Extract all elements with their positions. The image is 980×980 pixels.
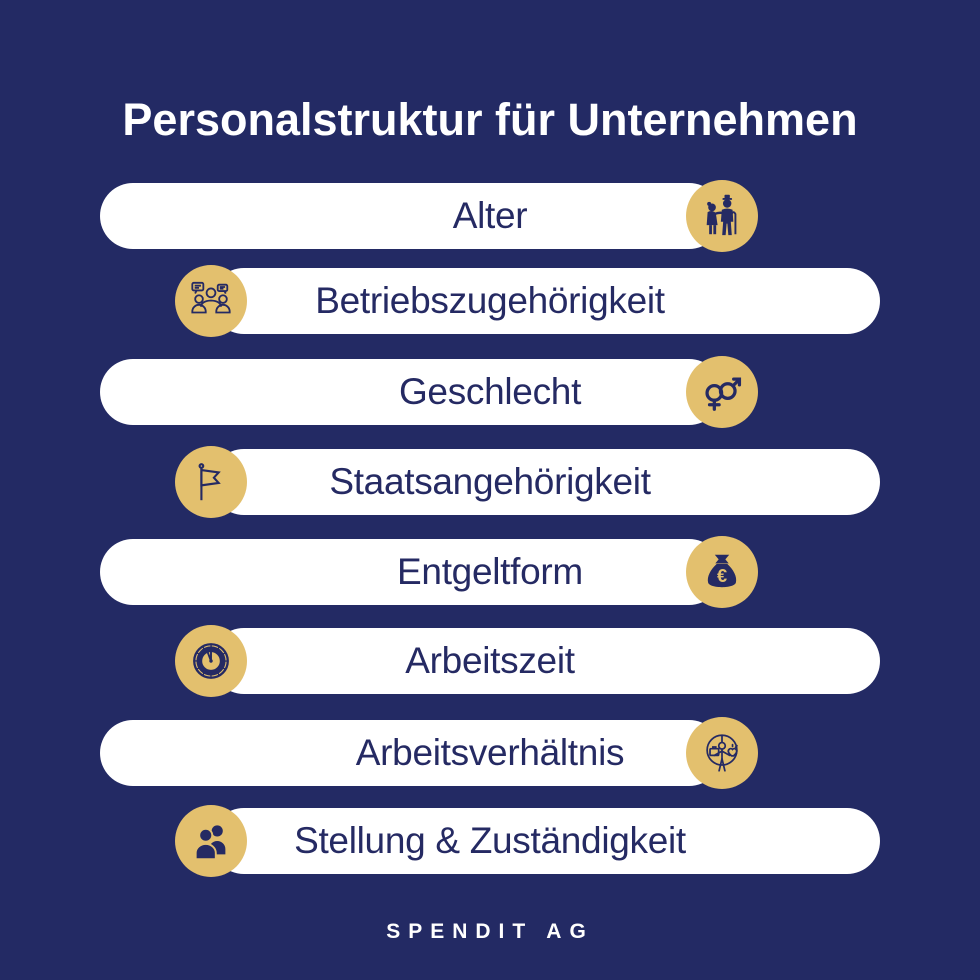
flag-icon [175,446,247,518]
clock-icon [175,625,247,697]
category-label: Geschlecht [398,371,582,412]
category-label: Staatsangehörigkeit [329,461,651,502]
two-people-icon [175,805,247,877]
category-row-stellung-zustaendigkeit: Stellung & Zuständigkeit [0,805,980,877]
category-row-arbeitsverhaeltnis: Arbeitsverhältnis [0,717,980,789]
work-life-balance-icon [686,717,758,789]
category-label: Entgeltform [397,551,583,592]
category-label: Alter [452,195,528,236]
group-discussion-icon [175,265,247,337]
page-title: Personalstruktur für Unternehmen [122,94,858,145]
category-pill [211,628,880,694]
category-pill [211,268,880,334]
elderly-couple-icon [686,180,758,252]
category-pill [100,539,722,605]
category-pill [100,183,722,249]
category-label: Betriebszugehörigkeit [315,280,665,321]
category-pill [211,449,880,515]
category-row-betriebszugehoerigkeit: Betriebszugehörigkeit [0,265,980,337]
category-row-arbeitszeit: Arbeitszeit [0,625,980,697]
category-label: Arbeitszeit [405,640,575,681]
category-label: Arbeitsverhältnis [355,732,625,773]
category-row-entgeltform: Entgeltform € [0,536,980,608]
category-row-geschlecht: Geschlecht [0,356,980,428]
category-row-staatsangehoerigkeit: Staatsangehörigkeit [0,446,980,518]
category-pill [100,720,722,786]
gender-symbols-icon [686,356,758,428]
category-pill [100,359,722,425]
category-row-alter: Alter [0,180,980,252]
money-bag-icon: € [686,536,758,608]
category-label: Stellung & Zuständigkeit [294,820,686,861]
brand-footer: SPENDIT AG [386,920,594,943]
euro-symbol: € [717,566,727,586]
category-pill [211,808,880,874]
